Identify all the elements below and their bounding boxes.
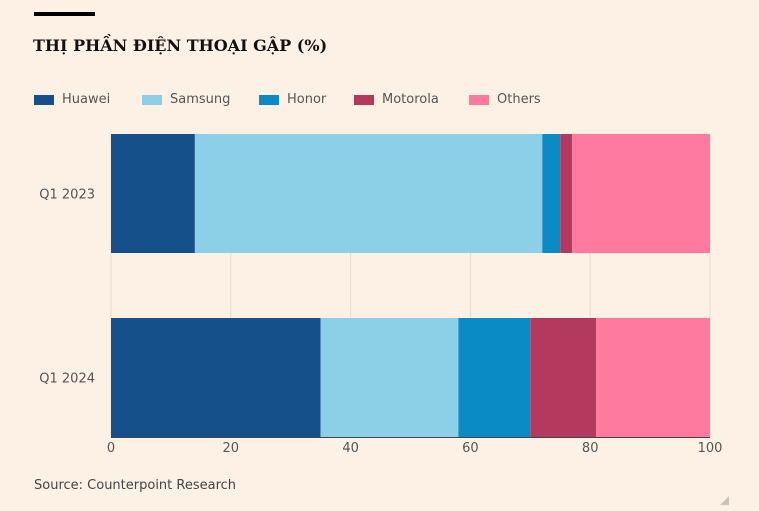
legend-swatch	[259, 94, 279, 105]
chart-title: THỊ PHẦN ĐIỆN THOẠI GẬP (%)	[33, 36, 328, 55]
legend-item-others: Others	[469, 92, 549, 107]
bar-segment-motorola	[560, 134, 573, 253]
legend-swatch	[142, 94, 162, 105]
y-category-label: Q1 2023	[39, 188, 95, 203]
x-tick-label: 40	[342, 441, 359, 456]
legend-label: Samsung	[170, 92, 231, 107]
bar-segment-honor	[542, 134, 561, 253]
bar-segment-samsung	[320, 318, 459, 437]
legend-label: Others	[497, 92, 541, 107]
legend-item-samsung: Samsung	[142, 92, 259, 107]
bar-segment-honor	[458, 318, 531, 437]
bar-segment-huawei	[111, 318, 321, 437]
header-rule	[34, 12, 95, 16]
y-category-label: Q1 2024	[39, 372, 95, 387]
legend-swatch	[354, 94, 374, 105]
legend-label: Motorola	[382, 92, 439, 107]
legend-label: Honor	[287, 92, 327, 107]
bar-segment-others	[596, 318, 710, 437]
legend-item-honor: Honor	[259, 92, 354, 107]
bar-segment-others	[572, 134, 710, 253]
x-tick-label: 80	[582, 441, 599, 456]
bar-segment-huawei	[111, 134, 195, 253]
legend-swatch	[34, 94, 54, 105]
x-tick-label: 100	[698, 441, 723, 456]
legend-item-huawei: Huawei	[34, 92, 142, 107]
x-tick-label: 60	[462, 441, 479, 456]
source-note: Source: Counterpoint Research	[34, 478, 237, 493]
x-tick-label: 0	[107, 441, 115, 456]
resize-corner-icon	[720, 496, 729, 505]
legend-label: Huawei	[62, 92, 111, 107]
legend-swatch	[469, 94, 489, 105]
legend-item-motorola: Motorola	[354, 92, 469, 107]
legend: Huawei Samsung Honor Motorola Others	[34, 92, 549, 107]
x-tick-label: 20	[223, 441, 240, 456]
bar-segment-samsung	[194, 134, 543, 253]
bar-segment-motorola	[530, 318, 597, 437]
